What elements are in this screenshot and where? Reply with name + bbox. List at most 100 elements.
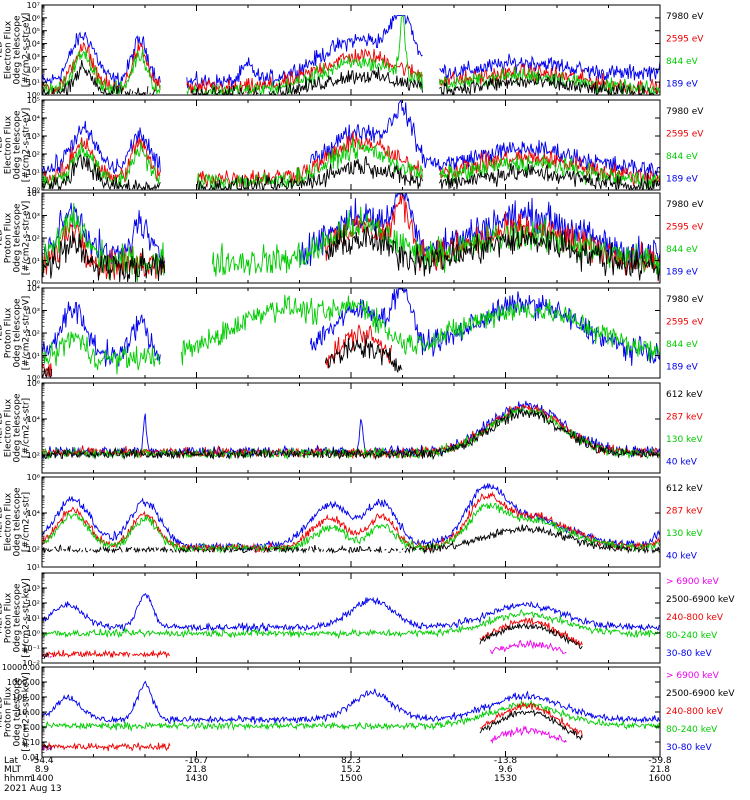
y-tick-label: 10² (27, 545, 40, 554)
legend-entry: 80-240 keV (666, 725, 718, 735)
y-tick-label: 10⁴ (27, 509, 40, 518)
legend-entry: 7980 eV (666, 107, 704, 117)
y-tick-label: 10⁰ (27, 279, 40, 288)
panel-8-series-2 (41, 699, 661, 732)
x-tick-label: -54.4 (30, 756, 54, 766)
panel-6-series-4 (41, 524, 661, 555)
legend-entry: 189 eV (666, 363, 699, 373)
x-row-label: hhmm (4, 774, 33, 784)
y-axis-label: TEDProton Flux0deg telescope[#/cm2-s-str… (0, 296, 32, 371)
legend-entry: 189 eV (666, 175, 699, 185)
y-tick-label: 10³ (27, 132, 40, 141)
panel-2-series-1 (41, 100, 661, 180)
y-tick-label: 10² (27, 599, 40, 608)
panel-8: 0.01 0.10 1.00 10.00 100.00 1000.00 10000.00ME… (0, 663, 735, 762)
y-tick-label: 100.00 (12, 693, 40, 702)
legend-entry: 287 keV (666, 507, 703, 517)
x-tick-label: 1530 (494, 774, 517, 784)
y-tick-label: 10⁻² (22, 659, 40, 668)
panel-2: 10⁰ 10¹ 10² 10³ 10⁴ 10⁵ TEDElectron Flux0deg t… (0, 96, 704, 195)
y-tick-label: 10² (27, 150, 40, 159)
legend-entry: 7980 eV (666, 295, 704, 305)
panel-8-series-5 (41, 725, 567, 752)
panel-4: 10⁰ 10¹ 10² 10³ 10⁴ TEDProton Flux0deg telesc… (0, 284, 704, 383)
panel-7-series-5 (41, 639, 567, 659)
y-tick-label: 10⁴ (27, 189, 40, 198)
y-tick-label: 10⁴ (27, 40, 40, 49)
x-tick-label: 1400 (31, 774, 54, 784)
legend-entry: 30-80 keV (666, 743, 712, 753)
y-tick-label: 10³ (27, 584, 40, 593)
y-axis-label: TEDElectron Flux0deg telescope[#/cm2-s-s… (0, 108, 32, 183)
legend-entry: 2595 eV (666, 318, 704, 328)
y-tick-label: 10⁵ (27, 96, 40, 105)
panel-6-series-1 (41, 483, 661, 552)
panel-5-series-1 (41, 400, 661, 460)
y-tick-label: 0.01 (22, 753, 40, 762)
y-tick-label: 10¹ (27, 614, 40, 623)
y-tick-label: 10² (27, 65, 40, 74)
y-tick-label: 1.00 (22, 723, 40, 732)
y-axis-label: MEPEDProton Flux0deg telescope[#/cm2-s-s… (0, 672, 32, 751)
y-tick-label: 10² (27, 234, 40, 243)
y-tick-label: 10¹ (27, 352, 40, 361)
legend-entry: 612 keV (666, 390, 703, 400)
y-tick-label: 10⁶ (27, 379, 40, 388)
date-label: 2021 Aug 13 (4, 784, 62, 794)
legend-entry: 2595 eV (666, 35, 704, 45)
legend-entry: 2595 eV (666, 223, 704, 233)
y-tick-label: 10¹ (27, 257, 40, 266)
panel-7-series-2 (41, 608, 661, 640)
y-tick-label: 10³ (27, 52, 40, 61)
legend-entry: > 6900 keV (666, 577, 720, 587)
y-tick-label: 10⁴ (27, 114, 40, 123)
y-tick-label: 10³ (27, 307, 40, 316)
legend-entry: 287 keV (666, 413, 703, 423)
panel-4-series-4 (41, 334, 403, 379)
y-tick-label: 10000.00 (2, 663, 40, 672)
y-tick-label: 10¹ (27, 563, 40, 572)
panel-7-series-4 (41, 622, 583, 660)
y-tick-label: 10² (27, 329, 40, 338)
legend-entry: 844 eV (666, 340, 699, 350)
panel-3-series-4 (41, 224, 661, 283)
panel-frame (41, 572, 661, 664)
x-tick-label: -13.8 (494, 756, 518, 766)
y-tick-label: 10⁰ (27, 629, 40, 638)
legend-entry: > 6900 keV (666, 671, 720, 681)
legend-entry: 240-800 keV (666, 707, 724, 717)
legend-entry: 189 eV (666, 268, 699, 278)
legend-entry: 40 keV (666, 552, 698, 562)
panel-6: 10¹ 10² 10⁴ 10⁶ MEPEDElectron Flux0deg teles… (0, 473, 703, 572)
y-tick-label: 10⁶ (27, 14, 40, 23)
legend-entry: 2500-6900 keV (666, 689, 735, 699)
legend-entry: 130 keV (666, 529, 703, 539)
x-axis-labels: Lat -54.4 -16.7 82.3 -13.8 -59.8 MLT 8.9 21.8 15.… (4, 756, 672, 794)
panel-1: 10⁰ 10¹ 10² 10³ 10⁴ 10⁵ 10⁶ 10⁷ TEDElectron Flux… (0, 1, 704, 100)
x-tick-label: 1500 (340, 774, 363, 784)
legend-entry: 80-240 keV (666, 631, 718, 641)
panel-2-series-4 (41, 154, 661, 191)
y-tick-label: 10¹ (27, 168, 40, 177)
y-tick-label: 10⁴ (27, 284, 40, 293)
x-tick-label: 8.9 (35, 765, 50, 775)
y-axis-label: MEPEDProton Flux0deg telescope[#/cm2-s-s… (0, 578, 32, 657)
y-tick-label: 10⁰ (27, 186, 40, 195)
y-tick-label: 10² (27, 451, 40, 460)
y-tick-label: 10⁷ (27, 1, 40, 10)
x-tick-label: 15.2 (341, 765, 361, 775)
y-tick-label: 1000.00 (7, 678, 40, 687)
x-tick-label: -16.7 (185, 756, 208, 766)
x-tick-label: -59.8 (648, 756, 672, 766)
legend-entry: 2500-6900 keV (666, 595, 735, 605)
legend-entry: 844 eV (666, 152, 699, 162)
legend-entry: 7980 eV (666, 200, 704, 210)
x-tick-label: 82.3 (341, 756, 361, 766)
panel-8-series-1 (41, 680, 661, 726)
legend-entry: 240-800 keV (666, 613, 724, 623)
panel-6-series-2 (41, 491, 661, 554)
x-tick-label: 21.8 (650, 765, 670, 775)
legend-entry: 844 eV (666, 57, 699, 67)
